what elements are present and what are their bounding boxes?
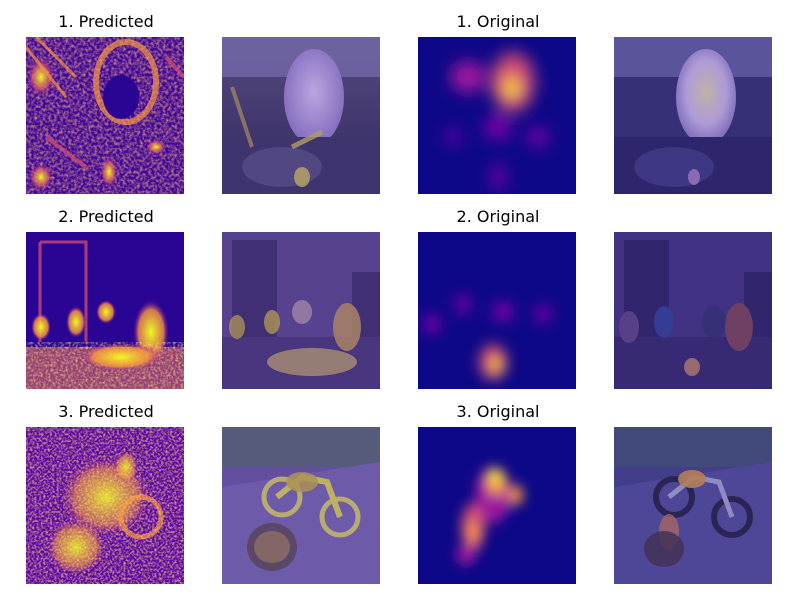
row2-original-map [418, 232, 576, 389]
row1-predicted-overlay [222, 37, 380, 194]
row3-original-overlay [614, 427, 772, 584]
row1-predicted-map [26, 37, 184, 194]
row2-predicted-overlay [222, 232, 380, 389]
row1-original-overlay [614, 37, 772, 194]
row3-original-title: 3. Original [456, 402, 540, 421]
row3-predicted-title: 3. Predicted [58, 402, 154, 421]
row3-predicted-map [26, 427, 184, 584]
row2-original-overlay [614, 232, 772, 389]
row3-original-map [418, 427, 576, 584]
row1-original-map [418, 37, 576, 194]
row2-predicted-title: 2. Predicted [58, 207, 154, 226]
row1-original-title: 1. Original [456, 12, 540, 31]
row1-predicted-title: 1. Predicted [58, 12, 154, 31]
row3-predicted-overlay [222, 427, 380, 584]
row2-predicted-map [26, 232, 184, 389]
row2-original-title: 2. Original [456, 207, 540, 226]
